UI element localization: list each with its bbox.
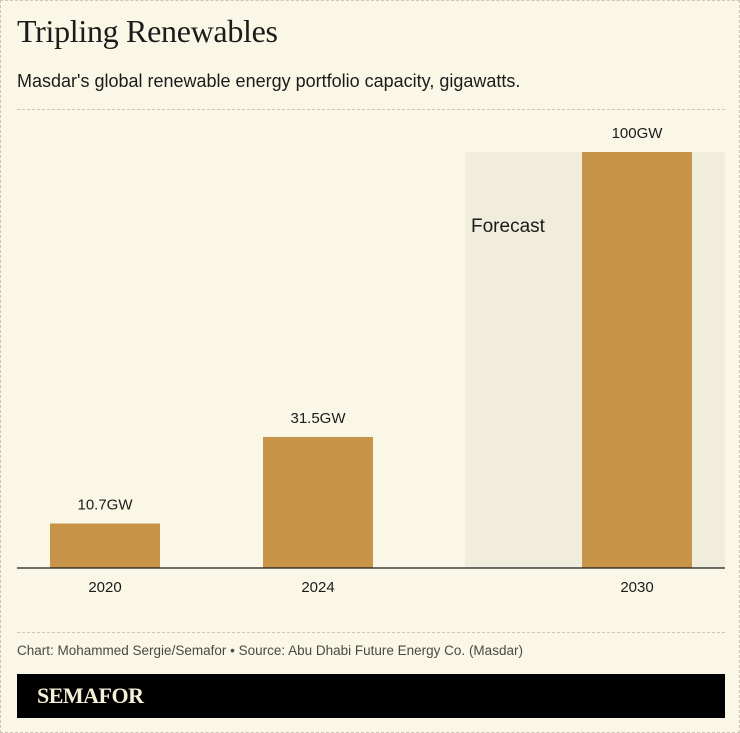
chart-title: Tripling Renewables — [17, 13, 278, 49]
data-label: 100GW — [612, 125, 664, 142]
bar-2020 — [50, 523, 160, 568]
data-label: 10.7GW — [77, 496, 133, 513]
x-tick-label: 2024 — [301, 579, 334, 596]
logo-text: SEMAFOR — [37, 683, 144, 708]
bar-2030 — [582, 152, 692, 568]
source-credit: Chart: Mohammed Sergie/Semafor • Source:… — [17, 643, 523, 658]
x-tick-label: 2030 — [620, 579, 653, 596]
bar-2024 — [263, 436, 373, 568]
divider — [17, 632, 725, 633]
data-label: 31.5GW — [290, 410, 346, 427]
chart-subtitle: Masdar's global renewable energy portfol… — [17, 71, 521, 91]
forecast-label: Forecast — [471, 216, 546, 237]
divider — [17, 109, 725, 110]
x-tick-label: 2020 — [88, 579, 121, 596]
semafor-logo: SEMAFOR — [17, 674, 725, 718]
bar-chart: Forecast 10.7GW 2020 31.5GW 2024 100GW 2030 — [17, 125, 725, 596]
